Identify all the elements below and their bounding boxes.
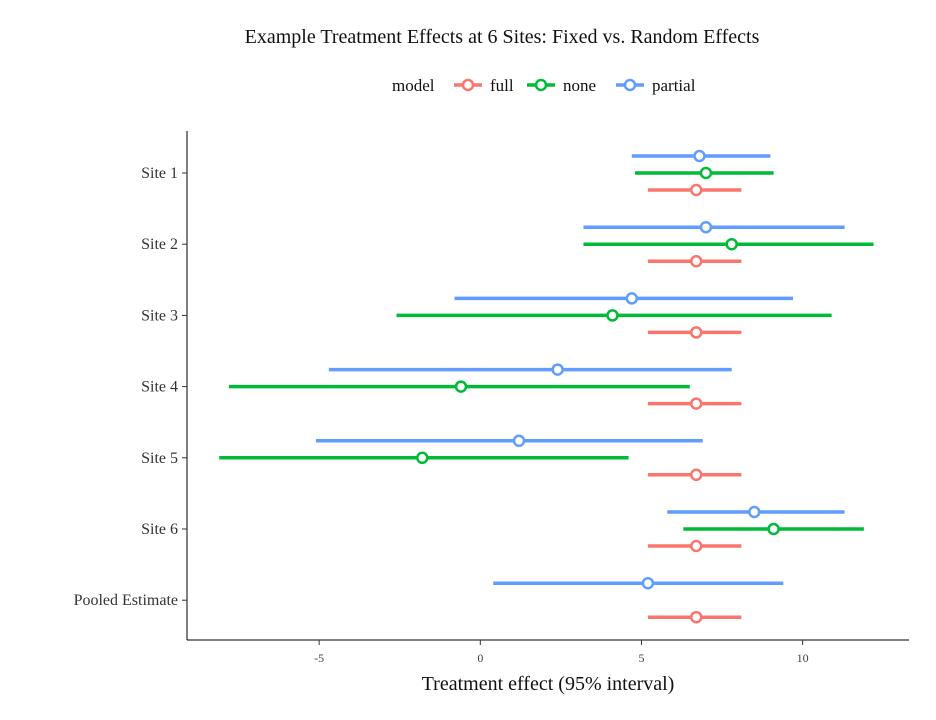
y-tick-label-site-6: Site 6	[141, 521, 178, 538]
legend-item-none: none	[527, 76, 596, 95]
estimate-none-site-1	[699, 166, 713, 180]
legend-key-point-none	[534, 78, 548, 92]
estimate-full-site-3	[690, 326, 703, 339]
chart-title: Example Treatment Effects at 6 Sites: Fi…	[245, 26, 760, 48]
x-tick-label-10: 10	[797, 651, 809, 665]
legend-key-point-partial	[623, 78, 637, 92]
x-tick-label-0: 0	[477, 651, 483, 665]
estimate-none-site-2	[725, 237, 738, 251]
series-full	[647, 183, 742, 624]
estimate-partial-site-4	[551, 363, 564, 376]
estimate-partial-site-3	[625, 292, 639, 305]
series-partial	[315, 149, 845, 590]
estimate-full-pooled-estimate	[690, 610, 703, 624]
estimate-partial-site-1	[693, 149, 706, 163]
series-none	[219, 166, 874, 536]
x-axis-ticks: -5 0 5 10	[314, 640, 809, 665]
y-tick-label-site-5: Site 5	[141, 450, 178, 467]
estimate-none-site-5	[416, 451, 429, 465]
estimate-partial-site-6	[748, 505, 761, 519]
estimate-partial-pooled-estimate	[641, 576, 655, 590]
y-tick-label-site-3: Site 3	[141, 307, 178, 324]
x-tick-label-5: 5	[638, 651, 644, 665]
legend: model full none partial	[392, 76, 696, 95]
legend-key-point-full	[461, 78, 475, 92]
y-tick-label-pooled-estimate: Pooled Estimate	[74, 592, 178, 609]
estimate-partial-site-2	[699, 220, 713, 234]
estimate-full-site-5	[690, 468, 703, 482]
interval-marks	[219, 149, 874, 624]
x-axis-label: Treatment effect (95% interval)	[422, 673, 675, 695]
estimate-none-site-6	[767, 522, 780, 536]
estimate-partial-site-5	[512, 434, 526, 448]
estimate-full-site-6	[690, 539, 703, 553]
legend-label-none: none	[563, 76, 596, 95]
y-axis-categories: Site 1 Site 2 Site 3 Site 4 Site 5 Site 6 Pool…	[74, 165, 187, 609]
legend-item-full: full	[454, 76, 514, 95]
y-tick-label-site-1: Site 1	[141, 165, 178, 182]
legend-label-full: full	[490, 76, 514, 95]
legend-label-partial: partial	[652, 76, 696, 95]
x-tick-label-5: -5	[314, 651, 324, 665]
estimate-full-site-1	[690, 183, 703, 197]
y-tick-label-site-4: Site 4	[141, 379, 178, 396]
estimate-none-site-4	[454, 380, 468, 393]
plot-axes	[186, 131, 909, 641]
legend-item-partial: partial	[616, 76, 696, 95]
legend-title: model	[392, 76, 435, 95]
estimate-full-site-2	[690, 254, 703, 268]
estimate-none-site-3	[606, 309, 619, 322]
y-tick-label-site-2: Site 2	[141, 236, 178, 253]
estimate-full-site-4	[690, 397, 703, 410]
